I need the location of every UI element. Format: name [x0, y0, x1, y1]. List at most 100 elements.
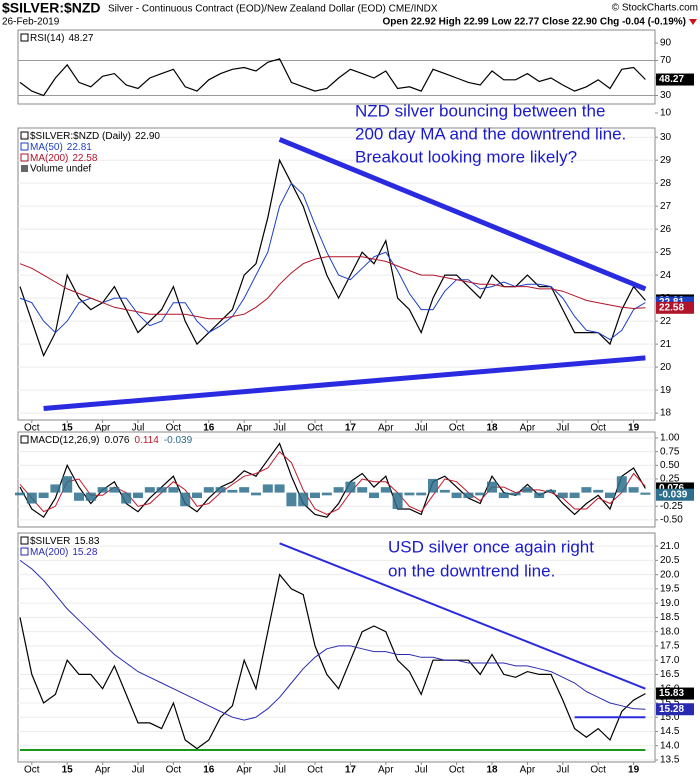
y-tick-label: 28 — [660, 178, 672, 189]
x-tick-label: Jul — [556, 423, 569, 434]
y-tick-label: 20.5 — [660, 555, 680, 566]
histogram-bar — [628, 487, 639, 493]
annotation: 200 day MA and the downtrend line. — [355, 124, 626, 143]
x-tick-label: Apr — [378, 423, 394, 434]
x-tick-label: Oct — [166, 765, 182, 776]
y-tick-label: 15.0 — [660, 712, 680, 723]
value-box — [656, 73, 694, 86]
histogram-bar — [510, 492, 521, 496]
histogram-bar — [298, 492, 309, 507]
histogram-bar — [616, 476, 627, 493]
x-tick-label: Apr — [236, 423, 252, 434]
x-tick-label: Jul — [415, 423, 428, 434]
y-tick-label: 90 — [660, 38, 672, 49]
histogram-bar — [333, 487, 344, 493]
x-tick-label: 17 — [345, 423, 357, 434]
annotation: NZD silver bouncing between the — [355, 101, 605, 120]
legend-marker — [20, 142, 29, 151]
y-tick-label: 20.0 — [660, 569, 680, 580]
x-tick-label: 15 — [62, 765, 74, 776]
value-box-label: -0.039 — [659, 489, 688, 500]
y-tick-label: 0.75 — [660, 446, 680, 457]
histogram-bar — [144, 487, 155, 493]
legend-value: 22.81 — [67, 142, 92, 153]
legend-marker — [20, 547, 29, 556]
legend-name: $SILVER — [30, 536, 70, 547]
histogram-bar — [262, 484, 273, 493]
panel-frame — [17, 431, 656, 528]
legend-name: MA(200) — [30, 547, 68, 558]
histogram-bar — [97, 487, 108, 493]
date: 26-Feb-2019 — [2, 17, 60, 28]
legend-name: $SILVER:$NZD (Daily) — [30, 131, 131, 142]
histogram-bar — [168, 487, 179, 493]
x-tick-label: Oct — [24, 423, 40, 434]
x-tick-label: Oct — [24, 765, 40, 776]
histogram-bar — [428, 478, 438, 493]
histogram-bar — [38, 492, 49, 499]
symbol: $SILVER:$NZD — [2, 0, 101, 16]
x-tick-label: 17 — [345, 765, 357, 776]
legend-name: RSI(14) — [30, 33, 64, 44]
x-tick-label: Jul — [556, 765, 569, 776]
legend-marker — [20, 536, 29, 545]
x-tick-label: Oct — [166, 423, 182, 434]
x-tick-label: Jul — [132, 423, 145, 434]
quote: Open 22.92 High 22.99 Low 22.77 Close 22… — [383, 17, 686, 28]
y-tick-label: 19.0 — [660, 598, 680, 609]
legend-name: MA(50) — [30, 142, 63, 153]
histogram-bar — [121, 492, 132, 504]
histogram-bar — [203, 487, 214, 493]
x-tick-label: Apr — [520, 765, 536, 776]
series-line — [19, 182, 646, 341]
x-tick-label: 19 — [628, 423, 640, 434]
legend-entry: MA(50) 22.81 — [30, 142, 92, 153]
value-box — [656, 703, 694, 716]
histogram-bar — [85, 492, 96, 501]
panel-frame — [17, 29, 656, 105]
y-tick-label: 15.5 — [660, 698, 680, 709]
value-box-label: 48.27 — [659, 74, 684, 85]
trendline — [43, 355, 646, 411]
histogram-bar — [487, 481, 497, 493]
x-tick-label: Oct — [307, 765, 323, 776]
histogram-bar — [192, 492, 202, 499]
legend-value: 22.90 — [135, 131, 160, 142]
histogram-bar — [109, 487, 120, 493]
legend-marker — [20, 131, 29, 140]
x-tick-label: 18 — [486, 423, 498, 434]
y-tick-label: 18 — [660, 408, 672, 419]
histogram-bar — [251, 492, 261, 496]
legend-value: 15.83 — [74, 536, 99, 547]
value-box — [656, 488, 694, 501]
legend-entry: MA(200) 22.58 — [30, 153, 98, 164]
histogram-bar — [605, 492, 615, 499]
histogram-bar — [522, 487, 533, 493]
legend-value: 0.076 — [104, 435, 129, 446]
legend-value: 48.27 — [68, 33, 93, 44]
y-tick-label: 18.0 — [660, 626, 680, 637]
histogram-bar — [62, 476, 73, 493]
histogram-bar — [286, 492, 297, 507]
value-box-label: 22.58 — [659, 302, 684, 313]
y-tick-label: 70 — [660, 55, 672, 66]
legend-entry: RSI(14) 48.27 — [30, 33, 94, 44]
y-tick-label: 10 — [660, 108, 672, 119]
x-tick-label: Jul — [273, 765, 286, 776]
legend-entry: MA(200) 15.28 — [30, 547, 98, 558]
value-box-label: 0.076 — [659, 483, 684, 494]
y-tick-label: -0.25 — [660, 501, 683, 512]
series-line — [19, 559, 646, 721]
x-tick-label: Oct — [449, 765, 465, 776]
histogram-bar — [416, 492, 427, 496]
legend-entry: MACD(12,26,9) 0.076 0.114 -0.039 — [30, 435, 193, 446]
y-tick-label: 14.5 — [660, 726, 680, 737]
y-tick-label: 13.5 — [660, 755, 680, 766]
histogram-bar — [475, 492, 486, 496]
y-tick-label: 22 — [660, 316, 672, 327]
histogram-bar — [463, 492, 474, 499]
annotation: Breakout looking more likely? — [355, 147, 577, 166]
y-tick-label: 19.5 — [660, 584, 680, 595]
histogram-bar — [156, 487, 167, 493]
y-tick-label: 14.0 — [660, 740, 680, 751]
